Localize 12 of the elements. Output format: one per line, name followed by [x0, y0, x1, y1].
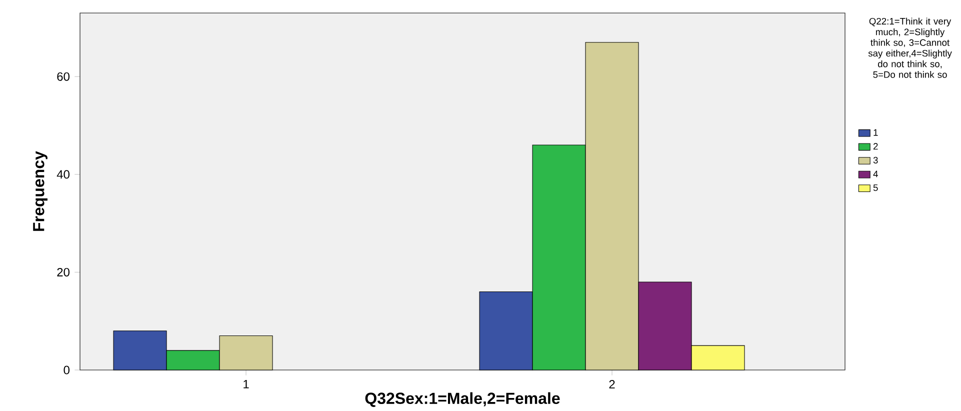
legend-title: Q22:1=Think it very much, 2=Slightly think so, 3=Cannot say either,4=Slightly do not think so, 5=Do not think so	[868, 18, 952, 78]
legend-label: 1	[874, 129, 878, 136]
y-axis-title: Frequency	[33, 151, 48, 231]
legend-label: 3	[873, 156, 878, 164]
y-tick-label: 60	[57, 72, 70, 81]
x-axis-title: Q32Sex:1=Male,2=Female	[365, 392, 560, 407]
y-tick-label: 20	[57, 268, 70, 276]
legend-label: 2	[873, 143, 878, 150]
legend-label: 5	[873, 184, 878, 191]
legend-label: 4	[873, 170, 878, 178]
y-tick-label: 0	[64, 366, 70, 374]
y-tick-label: 40	[56, 170, 70, 179]
